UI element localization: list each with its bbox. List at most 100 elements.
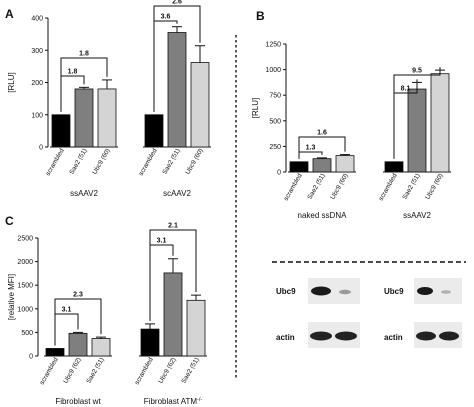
blot-2-ubc9-band-2 — [441, 290, 451, 294]
panel-c-category-label-1-2: Sae2 (51) — [180, 357, 200, 385]
panel-c-y-tick-label-3: 1500 — [17, 283, 33, 290]
panel-a-bar-1-1 — [167, 32, 187, 148]
panel-a-category-label-1-1: Sae2 (51) — [161, 148, 181, 176]
panel-c-bracket-1 — [54, 298, 102, 346]
panel-b-bracket-3 — [393, 67, 441, 159]
panel-a-category-label-0-0: scrambled — [45, 147, 66, 177]
panel-a-bracket-label-0: 1.8 — [68, 69, 78, 76]
panel-b-y-tick-label-4: 1000 — [265, 67, 281, 74]
panel-c-y-axis-label: [relative MFI] — [7, 274, 16, 320]
panel-c-group-label-1: Fibroblast ATM-/- — [144, 397, 203, 406]
blot-1-ubc9-band-1 — [311, 286, 331, 296]
panel-b-y-tick-label-0: 0 — [277, 170, 281, 177]
panel-c-y-tick-label-0: 0 — [29, 354, 33, 361]
panel-a-category-label-1-2: Ubc9 (60) — [184, 148, 204, 176]
panel-b-y-tick-label-1: 250 — [269, 144, 281, 151]
panel-b-bracket-label-3: 9.5 — [412, 68, 422, 75]
panel-b-category-label-0-0: scrambled — [283, 172, 304, 202]
panel-a-y-tick-label-0: 0 — [39, 145, 43, 152]
chart-c: 0 500 1000 1500 2000 2500 [relative MFI] scramb… — [7, 223, 207, 406]
panel-a-bar-0-0 — [51, 114, 71, 148]
panel-c-bar-1-1 — [163, 272, 183, 357]
panel-b-category-label-1-2: Ubc9 (60) — [424, 173, 444, 201]
panel-a-y-tick-label-3: 300 — [31, 48, 43, 55]
panel-b-bar-0-2 — [335, 155, 355, 173]
panel-a-bar-1-0 — [144, 114, 164, 148]
western-blot-2: Ubc9 actin — [384, 278, 462, 348]
panel-c-category-label-1-1: Ubc9 (62) — [157, 357, 177, 385]
panel-c-y-tick-label-4: 2000 — [17, 259, 33, 266]
panel-b-y-axis-label: [RLU] — [251, 98, 260, 118]
panel-b-bar-1-1 — [407, 88, 427, 173]
panel-letter-c: C — [5, 214, 14, 228]
blot-1-actin-band-1 — [310, 331, 332, 341]
panel-c-bracket-label-2: 3.1 — [157, 238, 167, 245]
panel-a-category-label-0-2: Ubc9 (60) — [91, 148, 111, 176]
panel-b-category-label-0-1: Sae2 (51) — [306, 173, 326, 201]
panel-c-y-tick-label-1: 500 — [21, 330, 33, 337]
panel-c-category-label-0-1: Ubc9 (62) — [62, 357, 82, 385]
panel-b-group-label-1: ssAAV2 — [403, 211, 431, 220]
panel-c-category-label-0-2: Sae2 (51) — [85, 357, 105, 385]
panel-b-bracket-1 — [298, 136, 346, 159]
panel-b-category-label-1-0: scrambled — [378, 172, 399, 202]
blot-1-ubc9-band-2 — [339, 289, 351, 295]
panel-b-category-label-0-2: Ubc9 (60) — [329, 173, 349, 201]
panel-c-bracket-3 — [149, 229, 197, 321]
blot-1-lower-label: actin — [276, 333, 295, 342]
panel-b-bracket-label-2: 8.1 — [401, 86, 411, 93]
panel-c-bar-0-0 — [45, 348, 65, 357]
panel-a-bar-0-2 — [97, 88, 117, 148]
panel-c-group-label-superscript-1: -/- — [197, 397, 202, 403]
blot-1-upper-label: Ubc9 — [276, 287, 296, 296]
panel-b-bar-0-0 — [289, 161, 309, 173]
panel-a-bracket-label-1: 1.8 — [79, 51, 89, 58]
panel-a-y-axis-label: [RLU] — [7, 72, 16, 92]
panel-c-category-label-0-0: scrambled — [39, 356, 60, 386]
panel-a-y-tick-label-1: 100 — [31, 112, 43, 119]
panel-c-group-label-0: Fibroblast wt — [55, 397, 101, 406]
blot-2-actin-band-2 — [439, 331, 459, 341]
panel-a-y-tick-label-2: 200 — [31, 80, 43, 87]
panel-letter-a: A — [5, 7, 14, 21]
panel-a-category-label-0-1: Sae2 (51) — [68, 148, 88, 176]
panel-a-bar-0-1 — [74, 88, 94, 148]
panel-b-category-label-1-1: Sae2 (51) — [401, 173, 421, 201]
panel-b-y-tick-label-5: 1250 — [265, 42, 281, 49]
panel-c-bracket-label-1: 2.3 — [73, 292, 83, 299]
panel-c-bar-1-0 — [140, 328, 160, 357]
panel-b-group-label-0: naked ssDNA — [298, 211, 348, 220]
panel-c-category-label-1-0: scrambled — [134, 356, 155, 386]
blot-2-upper-label: Ubc9 — [384, 287, 404, 296]
panel-b-bar-1-2 — [430, 73, 450, 173]
panel-b-bracket-label-1: 1.6 — [317, 130, 327, 137]
panel-c-y-tick-label-5: 2500 — [17, 236, 33, 243]
blot-2-ubc9-band-1 — [417, 287, 433, 295]
panel-a-category-label-1-0: scrambled — [138, 147, 159, 177]
panel-a-group-label-0: ssAAV2 — [70, 189, 98, 198]
panel-c-bar-1-2 — [186, 299, 206, 357]
panel-a-group-label-1: scAAV2 — [163, 189, 191, 198]
panel-c-y-tick-label-2: 1000 — [17, 306, 33, 313]
panel-c-bracket-label-3: 2.1 — [168, 223, 178, 230]
panel-b-y-tick-label-2: 500 — [269, 118, 281, 125]
western-blot-1: Ubc9 actin — [276, 278, 360, 348]
panel-c-bracket-label-0: 3.1 — [62, 307, 72, 314]
panel-a-bracket-1 — [60, 57, 108, 112]
panel-b-bar-0-1 — [312, 158, 332, 173]
panel-a-bar-1-2 — [190, 62, 210, 148]
panel-a-bracket-label-2: 3.6 — [161, 14, 171, 21]
blot-2-actin-band-1 — [416, 331, 436, 341]
panel-a-bracket-label-3: 2.6 — [172, 0, 182, 6]
panel-letter-b: B — [256, 9, 265, 23]
panel-b-y-tick-label-3: 750 — [269, 93, 281, 100]
panel-a-bracket-3 — [153, 5, 201, 112]
blot-2-lower-label: actin — [384, 333, 403, 342]
panel-c-bar-0-1 — [68, 332, 88, 357]
blot-1-actin-band-2 — [335, 331, 357, 341]
panel-c-bar-0-2 — [91, 338, 111, 357]
panel-b-bracket-label-0: 1.3 — [306, 145, 316, 152]
